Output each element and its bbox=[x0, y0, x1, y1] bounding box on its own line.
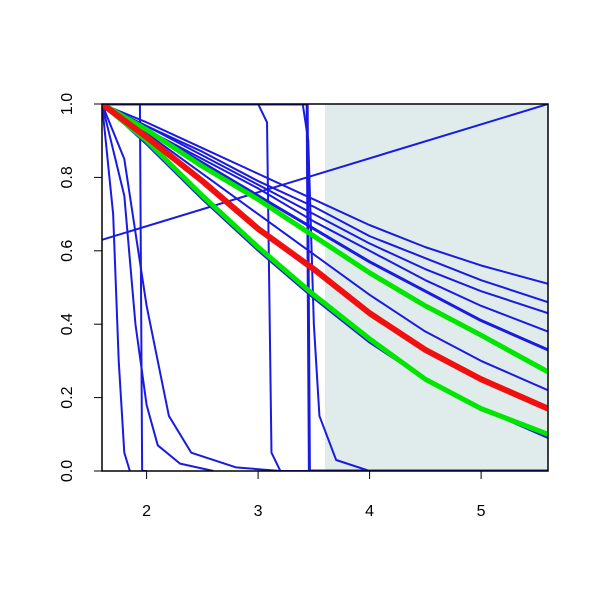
x-tick-label: 5 bbox=[477, 503, 486, 520]
y-tick-label: 0.4 bbox=[59, 313, 76, 335]
x-tick-label: 3 bbox=[254, 503, 263, 520]
series-line bbox=[102, 104, 548, 285]
series-line bbox=[102, 104, 548, 375]
series-line bbox=[102, 104, 214, 471]
series-line bbox=[102, 104, 147, 471]
y-tick-label: 0.8 bbox=[59, 166, 76, 188]
y-tick-label: 0.6 bbox=[59, 240, 76, 262]
series-line bbox=[102, 104, 548, 412]
shaded-region bbox=[325, 104, 548, 471]
series-line bbox=[102, 104, 548, 392]
series-line bbox=[102, 104, 548, 315]
y-tick-label: 0.0 bbox=[59, 460, 76, 482]
x-tick-label: 2 bbox=[142, 503, 151, 520]
series-line bbox=[102, 104, 548, 437]
plot-border bbox=[101, 103, 549, 472]
series-line bbox=[102, 104, 131, 471]
series-line bbox=[102, 104, 548, 304]
x-tick-label: 4 bbox=[365, 503, 374, 520]
y-tick-label: 1.0 bbox=[59, 93, 76, 115]
plot-area bbox=[102, 104, 548, 471]
y-tick-label: 0.2 bbox=[59, 386, 76, 408]
series-line bbox=[102, 104, 426, 471]
series-line bbox=[102, 104, 548, 241]
series-line bbox=[102, 104, 281, 471]
series-line bbox=[102, 104, 548, 471]
